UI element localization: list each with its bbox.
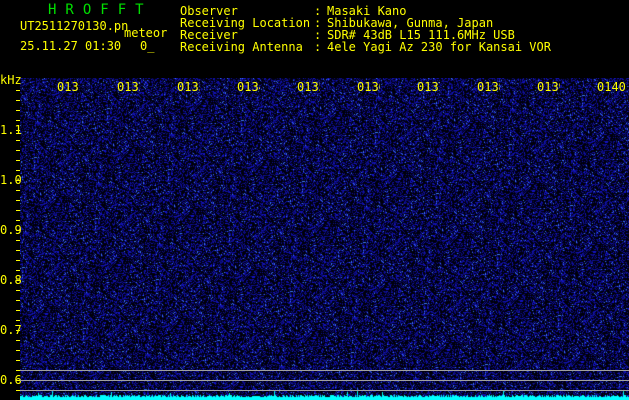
field-label: Receiving Location (180, 16, 311, 30)
field-label: Receiving Antenna (180, 40, 303, 54)
y-tick (16, 160, 20, 161)
field-colon: : (314, 16, 322, 30)
field-value: 4ele Yagi Az 230 for Kansai VOR (327, 40, 551, 54)
y-tick (16, 200, 20, 201)
y-tick (16, 120, 20, 121)
time-label: 0131 (57, 80, 80, 94)
y-tick (16, 180, 20, 181)
y-tick (16, 320, 20, 321)
y-tick (16, 100, 20, 101)
time-label: 0133 (177, 80, 200, 94)
meteor-count: 0_ (140, 39, 155, 53)
y-tick (16, 230, 20, 231)
y-tick (16, 310, 20, 311)
y-tick (16, 380, 20, 381)
time-label: 0135 (297, 80, 320, 94)
field-value: SDR# 43dB L15 111.6MHz USB (327, 28, 515, 42)
y-tick-label: 1.1 (0, 123, 22, 137)
field-colon: : (314, 28, 322, 42)
time-label: 0132 (117, 80, 140, 94)
y-tick (16, 300, 20, 301)
field-colon: : (314, 4, 322, 18)
y-tick (16, 110, 20, 111)
time-label: 0139 (537, 80, 560, 94)
datetime: 25.11.27 01:30 (20, 39, 122, 53)
y-tick (16, 250, 20, 251)
time-label: 0140 (597, 80, 626, 94)
y-tick (16, 280, 20, 281)
y-tick (16, 240, 20, 241)
y-unit-label: kHz (0, 73, 22, 87)
spectrogram (20, 78, 629, 400)
field-value: Shibukawa, Gunma, Japan (327, 16, 494, 30)
field-label: Receiver (180, 28, 238, 42)
y-tick (16, 350, 20, 351)
y-tick (16, 330, 20, 331)
y-tick (16, 270, 20, 271)
y-tick-label: 0.6 (0, 373, 22, 387)
y-tick (16, 370, 20, 371)
y-tick (16, 140, 20, 141)
y-tick-label: 0.9 (0, 223, 22, 237)
field-value: Masaki Kano (327, 4, 407, 18)
field-label: Observer (180, 4, 238, 18)
y-tick (16, 360, 20, 361)
y-tick (16, 210, 20, 211)
y-tick (16, 150, 20, 151)
y-tick (16, 190, 20, 191)
y-tick (16, 340, 20, 341)
y-tick (16, 390, 20, 391)
time-label: 0138 (477, 80, 500, 94)
y-tick (16, 290, 20, 291)
y-tick (16, 260, 20, 261)
time-label: 0136 (357, 80, 380, 94)
y-tick (16, 90, 20, 91)
field-colon: : (314, 40, 322, 54)
time-label: 0134 (237, 80, 260, 94)
marker-line (20, 390, 629, 391)
y-tick (16, 170, 20, 171)
y-tick (16, 130, 20, 131)
y-tick-label: 1.0 (0, 173, 22, 187)
y-tick (16, 220, 20, 221)
y-tick-label: 0.8 (0, 273, 22, 287)
y-tick-label: 0.7 (0, 323, 22, 337)
mode-label: meteor (124, 26, 168, 40)
filename: UT2511270130.pn (20, 19, 129, 33)
time-label: 0137 (417, 80, 440, 94)
marker-line (20, 380, 629, 381)
app-title: HROFFT (48, 2, 153, 18)
marker-line (20, 370, 629, 371)
